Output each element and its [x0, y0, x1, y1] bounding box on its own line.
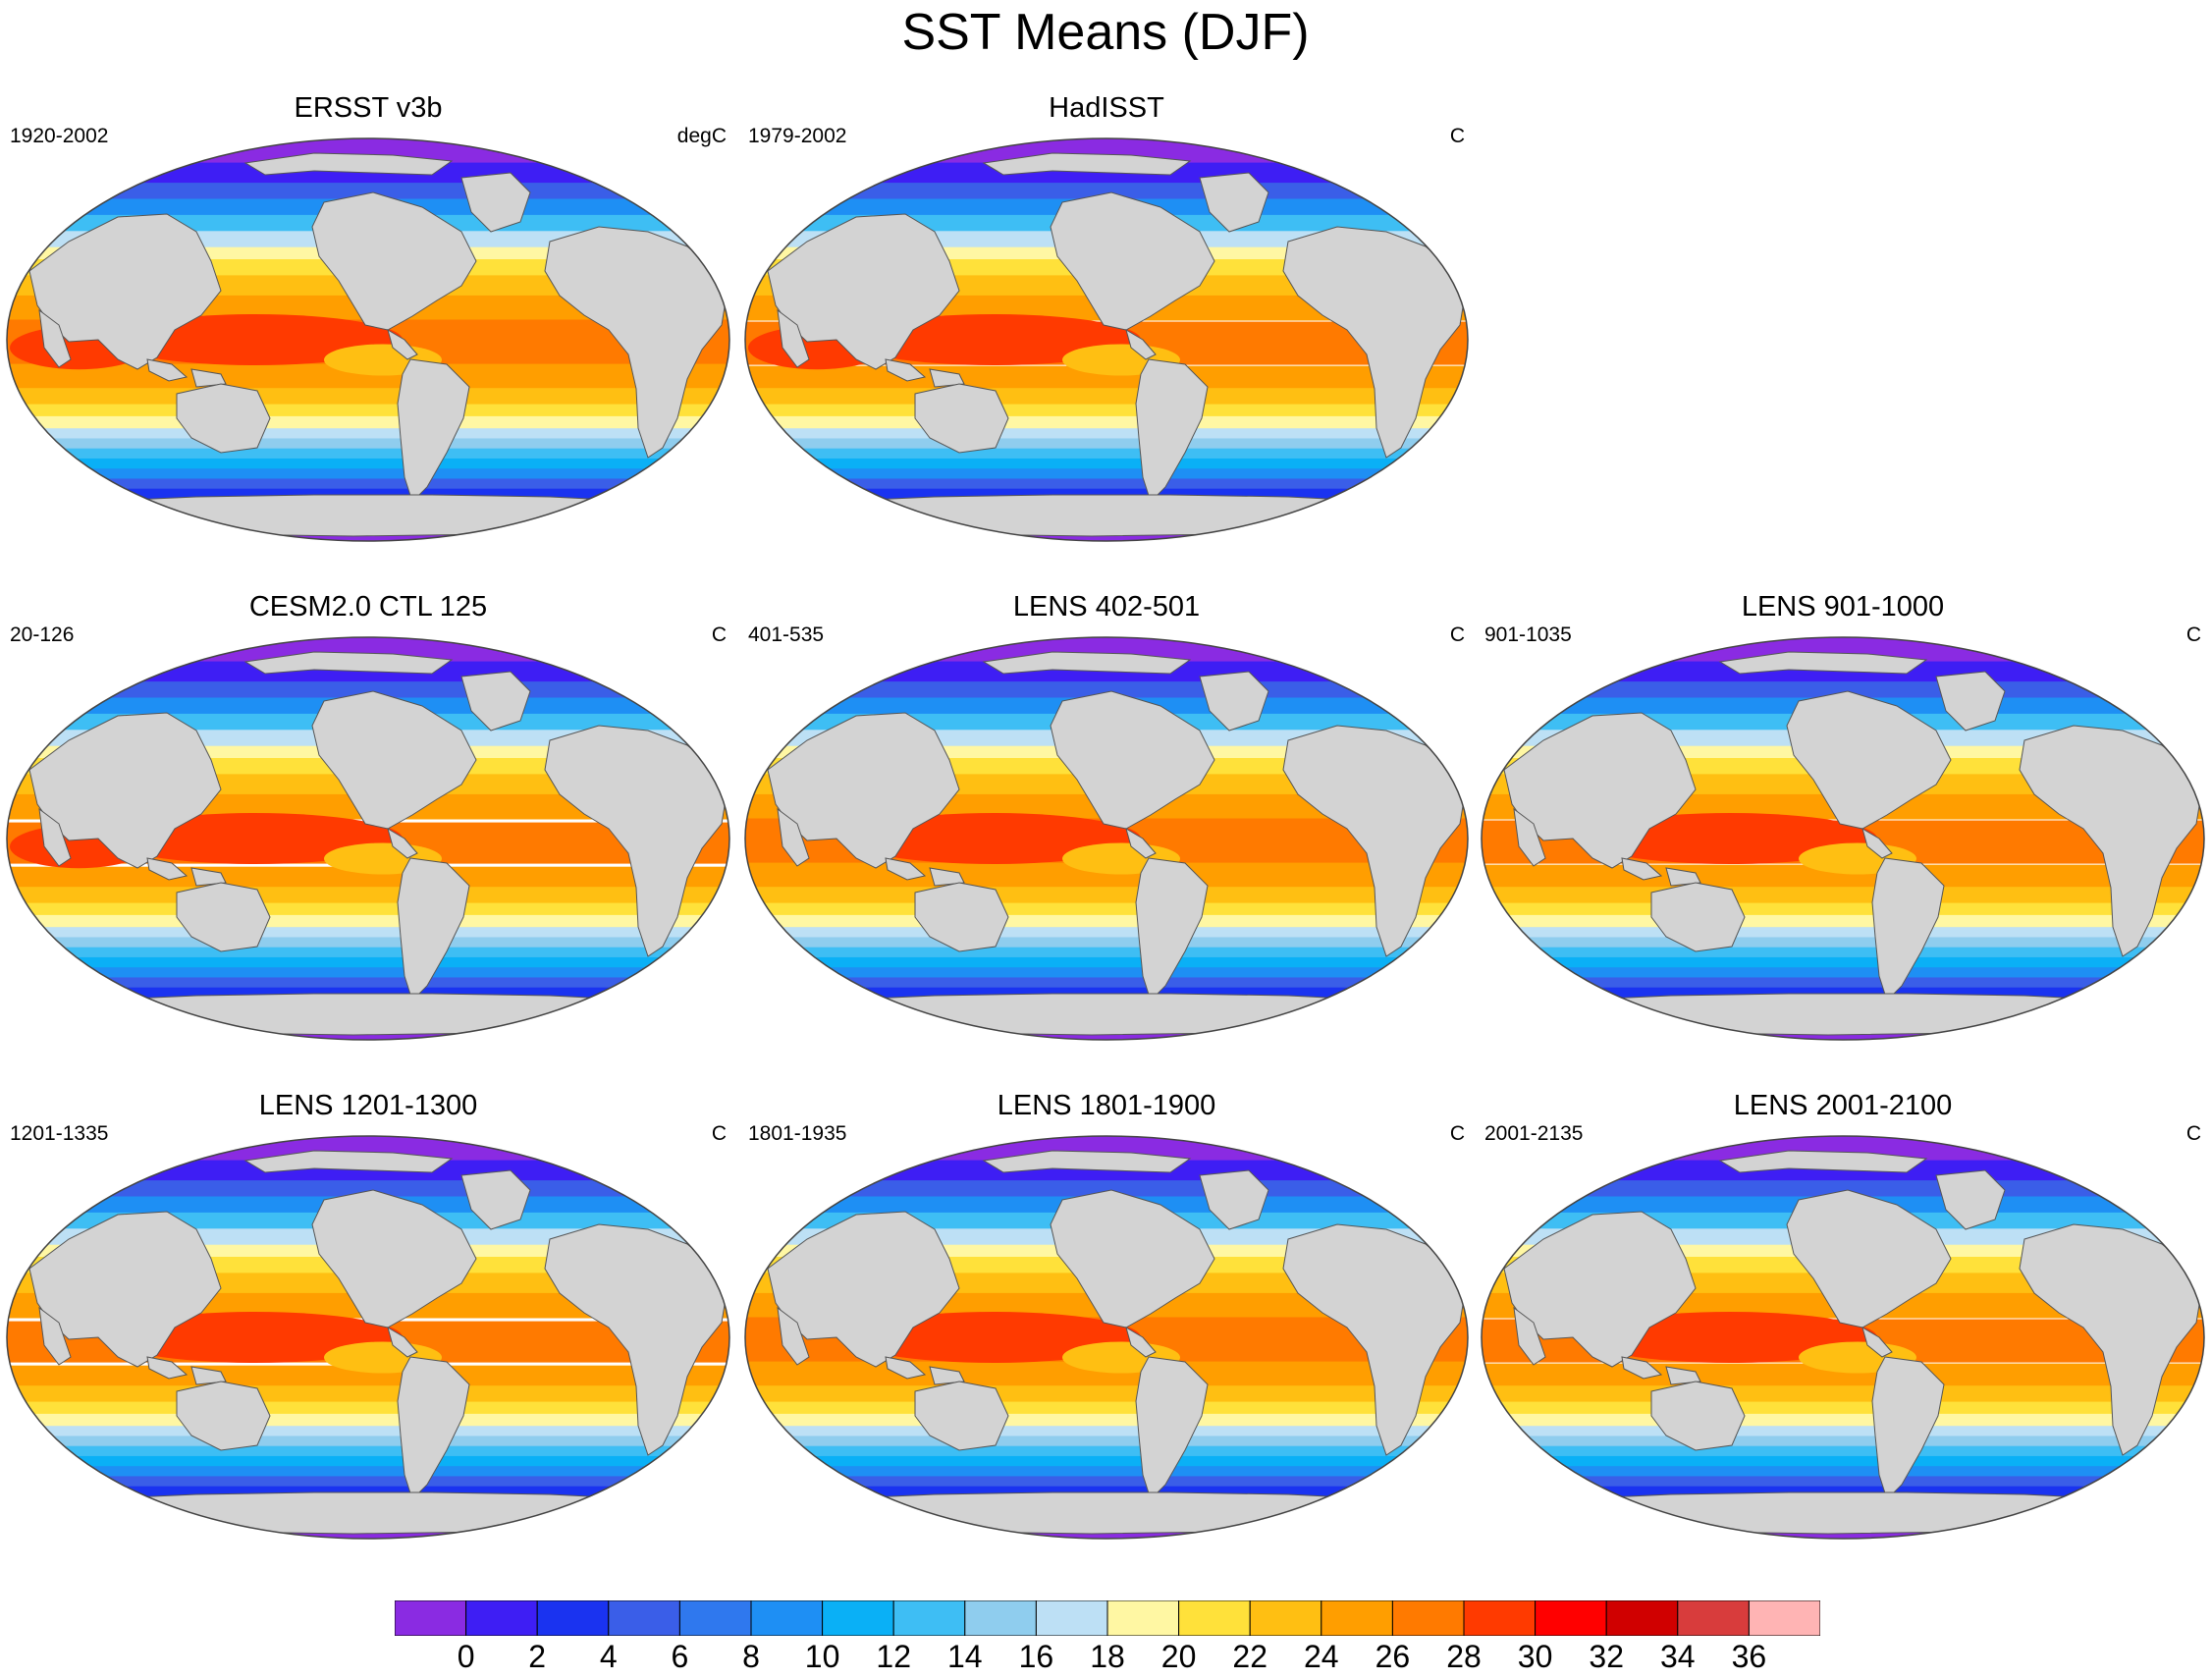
colorbar-tick-label: 6: [671, 1639, 689, 1674]
panel-period-label: 1979-2002: [748, 125, 847, 147]
map-panel-lens-1801: LENS 1801-1900 1801-1935 C: [738, 1088, 1475, 1549]
colorbar-tick-label: 0: [457, 1639, 475, 1674]
colorbar-tick-label: 22: [1232, 1639, 1267, 1674]
map-panel-cesm2-ctl: CESM2.0 CTL 125 20-126 C: [0, 589, 736, 1051]
colorbar-box: [536, 1600, 610, 1636]
colorbar-box: [750, 1600, 824, 1636]
panel-period-label: 1920-2002: [10, 125, 109, 147]
panel-period-label: 1201-1335: [10, 1122, 109, 1145]
sst-map: [744, 1135, 1469, 1540]
panel-units-label: C: [2185, 1122, 2201, 1145]
map-panel-ersst: ERSST v3b 1920-2002 degC: [0, 90, 736, 552]
colorbar-tick-label: 8: [742, 1639, 760, 1674]
panel-title: LENS 1201-1300: [258, 1090, 478, 1121]
colorbar-box: [892, 1600, 966, 1636]
colorbar: [395, 1600, 1820, 1636]
colorbar-tick-label: 24: [1304, 1639, 1339, 1674]
panel-units-label: degC: [676, 125, 727, 147]
panel-title: LENS 2001-2100: [1733, 1090, 1953, 1121]
map-panel-hadisst: HadISST 1979-2002 C: [738, 90, 1475, 552]
colorbar-box: [1106, 1600, 1180, 1636]
figure-title: SST Means (DJF): [901, 4, 1310, 61]
panel-units-label: C: [1449, 125, 1465, 147]
map-panel-lens-2001: LENS 2001-2100 2001-2135 C: [1475, 1088, 2211, 1549]
panel-units-label: C: [2185, 623, 2201, 646]
colorbar-box: [395, 1600, 467, 1636]
colorbar-labels: 0 2 4 6 8 10 12 14 16 18 20 22 24 26 28 30 32 34 36: [395, 1638, 1820, 1677]
panel-title: HadISST: [1049, 92, 1164, 124]
colorbar-box: [1035, 1600, 1108, 1636]
colorbar-box: [1249, 1600, 1322, 1636]
colorbar-tick-label: 2: [528, 1639, 547, 1674]
colorbar-box: [1463, 1600, 1537, 1636]
sst-map: [6, 636, 730, 1041]
panel-period-label: 1801-1935: [748, 1122, 847, 1145]
sst-map: [1481, 636, 2205, 1041]
panel-units-label: C: [1449, 1122, 1465, 1145]
colorbar-tick-label: 34: [1660, 1639, 1696, 1674]
map-panel-lens-901: LENS 901-1000 901-1035 C: [1475, 589, 2211, 1051]
sst-map: [744, 137, 1469, 542]
colorbar-tick-label: 16: [1018, 1639, 1054, 1674]
colorbar-box: [1391, 1600, 1465, 1636]
panel-period-label: 901-1035: [1484, 623, 1572, 646]
panel-period-label: 2001-2135: [1484, 1122, 1584, 1145]
colorbar-box: [1605, 1600, 1679, 1636]
colorbar-tick-label: 12: [876, 1639, 911, 1674]
panel-title: ERSST v3b: [294, 92, 443, 124]
colorbar-tick-label: 20: [1160, 1639, 1197, 1674]
panel-title: LENS 1801-1900: [997, 1090, 1216, 1121]
colorbar-tick-label: 18: [1090, 1639, 1125, 1674]
panel-period-label: 401-535: [748, 623, 825, 646]
colorbar-tick-label: 36: [1731, 1639, 1767, 1674]
panel-period-label: 20-126: [10, 623, 75, 646]
colorbar-box: [678, 1600, 752, 1636]
colorbar-box: [1535, 1600, 1607, 1636]
map-panel-lens-1201: LENS 1201-1300 1201-1335 C: [0, 1088, 736, 1549]
colorbar-tick-label: 28: [1446, 1639, 1482, 1674]
colorbar-box: [1178, 1600, 1251, 1636]
sst-map: [1481, 1135, 2205, 1540]
colorbar-box: [608, 1600, 680, 1636]
colorbar-box: [964, 1600, 1037, 1636]
colorbar-tick-label: 14: [947, 1639, 983, 1674]
colorbar-tick-label: 32: [1589, 1639, 1624, 1674]
panel-units-label: C: [1449, 623, 1465, 646]
panel-title: CESM2.0 CTL 125: [248, 591, 488, 623]
sst-map: [744, 636, 1469, 1041]
colorbar-box: [1321, 1600, 1393, 1636]
colorbar-box: [1748, 1600, 1820, 1636]
colorbar-tick-label: 4: [599, 1639, 618, 1674]
colorbar-box: [822, 1600, 894, 1636]
sst-map: [6, 1135, 730, 1540]
map-panel-lens-402: LENS 402-501 401-535 C: [738, 589, 1475, 1051]
sst-map: [6, 137, 730, 542]
colorbar-tick-label: 30: [1517, 1639, 1553, 1674]
panel-units-label: C: [711, 623, 727, 646]
colorbar-box: [465, 1600, 538, 1636]
panel-units-label: C: [711, 1122, 727, 1145]
colorbar-tick-label: 10: [804, 1639, 840, 1674]
colorbar-box: [1677, 1600, 1750, 1636]
colorbar-tick-label: 26: [1375, 1639, 1411, 1674]
panel-title: LENS 901-1000: [1741, 591, 1945, 623]
panel-title: LENS 402-501: [1012, 591, 1201, 623]
